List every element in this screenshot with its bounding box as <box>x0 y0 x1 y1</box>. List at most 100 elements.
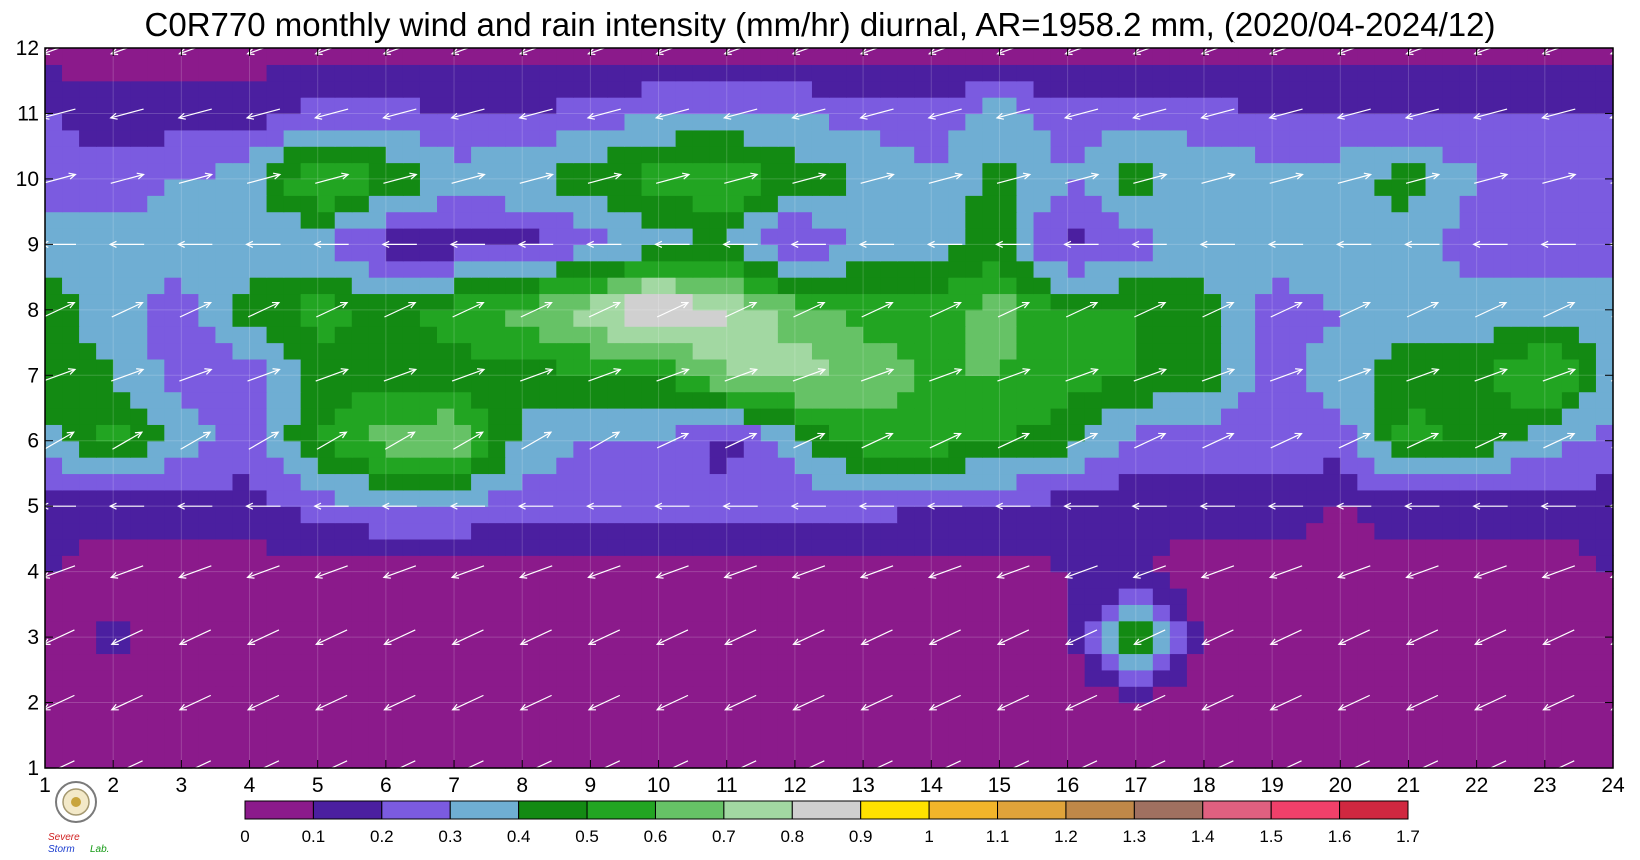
heatmap-cell <box>1118 178 1137 196</box>
heatmap-cell <box>1374 309 1393 327</box>
heatmap-cell <box>1033 358 1052 376</box>
heatmap-cell <box>1340 146 1358 164</box>
heatmap-cell <box>1340 277 1358 295</box>
heatmap-cell <box>454 211 472 229</box>
heatmap-cell <box>1306 555 1324 573</box>
heatmap-cell <box>607 669 626 687</box>
wind-arrow <box>520 302 552 318</box>
heatmap-cell <box>897 113 915 131</box>
heatmap-cell <box>334 489 353 507</box>
heatmap-cell <box>863 162 881 180</box>
heatmap-cell <box>283 342 302 360</box>
heatmap-cell <box>1476 342 1495 360</box>
heatmap-cell <box>300 604 319 622</box>
heatmap-cell <box>266 522 285 540</box>
heatmap-cell <box>641 620 660 638</box>
wind-arrow-head <box>1133 638 1142 645</box>
heatmap-cell <box>1101 129 1120 147</box>
wind-arrow <box>1610 174 1640 184</box>
heatmap-cell <box>1101 571 1120 589</box>
heatmap-cell <box>1459 538 1478 556</box>
heatmap-cell <box>164 571 182 589</box>
heatmap-cell <box>1101 555 1120 573</box>
heatmap-cell <box>590 162 609 180</box>
heatmap-cell <box>1238 571 1256 589</box>
heatmap-cell <box>863 571 881 589</box>
wind-arrow-head <box>41 572 51 579</box>
heatmap-cell <box>249 342 268 360</box>
heatmap-cell <box>641 80 660 98</box>
heatmap-cell <box>1067 620 1086 638</box>
heatmap-cell <box>709 555 728 573</box>
heatmap-cell <box>164 195 182 213</box>
heatmap-cell <box>249 653 268 671</box>
wind-arrow <box>42 368 76 382</box>
heatmap-cell <box>147 211 165 229</box>
heatmap-cell <box>1306 162 1324 180</box>
heatmap-cell <box>45 211 63 229</box>
heatmap-cell <box>1152 375 1171 393</box>
heatmap-cell <box>164 424 182 442</box>
heatmap-cell <box>96 97 114 115</box>
heatmap-cell <box>385 424 404 442</box>
heatmap-cell <box>164 358 182 376</box>
heatmap-cell <box>368 637 387 655</box>
heatmap-cell <box>863 424 881 442</box>
heatmap-cell <box>1391 97 1410 115</box>
wind-arrow-head <box>409 172 418 180</box>
heatmap-cell <box>658 260 677 278</box>
heatmap-cell <box>1476 277 1495 295</box>
heatmap-cell <box>624 669 643 687</box>
heatmap-cell <box>1527 522 1546 540</box>
heatmap-cell <box>368 653 387 671</box>
wind-arrow-head <box>860 703 869 711</box>
heatmap-cell <box>948 391 966 409</box>
heatmap-cell <box>1595 146 1614 164</box>
heatmap-cell <box>709 735 728 753</box>
heatmap-cell <box>283 228 302 245</box>
heatmap-cell <box>760 326 779 344</box>
heatmap-cell <box>726 228 745 245</box>
heatmap-cell <box>590 326 609 344</box>
heatmap-cell <box>914 113 932 131</box>
heatmap-cell <box>675 358 694 376</box>
heatmap-cell <box>1442 735 1461 753</box>
heatmap-cell <box>675 538 694 556</box>
heatmap-cell <box>1289 555 1307 573</box>
heatmap-cell <box>948 571 966 589</box>
heatmap-cell <box>419 408 438 425</box>
heatmap-cell <box>215 522 234 540</box>
heatmap-cell <box>1016 489 1035 507</box>
heatmap-cell <box>1238 277 1256 295</box>
heatmap-cell <box>522 178 540 196</box>
heatmap-cell <box>573 48 591 65</box>
heatmap-cell <box>1050 97 1069 115</box>
wind-arrow-head <box>1201 638 1210 645</box>
heatmap-cell <box>692 309 711 327</box>
heatmap-cell <box>419 375 438 393</box>
heatmap-cell <box>863 260 881 278</box>
heatmap-cell <box>79 702 97 720</box>
wind-arrow-head <box>67 368 77 375</box>
wind-arrow-head <box>1472 112 1482 120</box>
heatmap-cell <box>760 375 779 393</box>
heatmap-cell <box>317 342 336 360</box>
heatmap-cell <box>283 391 302 409</box>
heatmap-cell <box>1186 620 1205 638</box>
wind-arrow-head <box>791 572 800 579</box>
heatmap-cell <box>846 178 864 196</box>
wind-arrow <box>929 565 962 579</box>
heatmap-cell <box>590 129 609 147</box>
heatmap-cell <box>266 735 285 753</box>
heatmap-cell <box>62 686 80 704</box>
heatmap-cell <box>266 342 285 360</box>
heatmap-cell <box>1323 653 1341 671</box>
heatmap-cell <box>1016 457 1035 475</box>
heatmap-cell <box>283 506 302 524</box>
heatmap-cell <box>1152 718 1171 736</box>
heatmap-cell <box>1408 113 1427 131</box>
heatmap-cell <box>880 358 898 376</box>
heatmap-cell <box>266 571 285 589</box>
heatmap-cell <box>1033 686 1052 704</box>
heatmap-cell <box>1493 178 1512 196</box>
